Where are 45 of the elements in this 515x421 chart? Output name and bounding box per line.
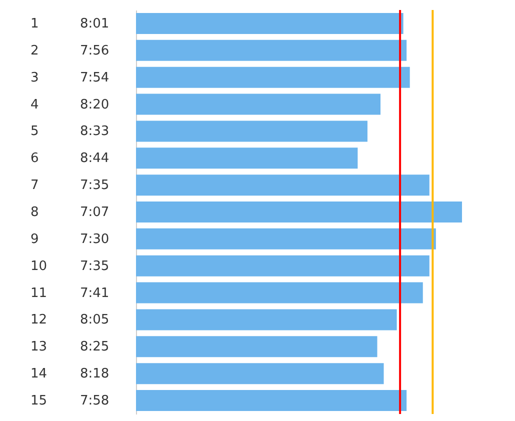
text: 8:01 <box>80 16 110 32</box>
text: 8:33 <box>80 124 110 140</box>
y-tick-label: 12 <box>30 312 48 328</box>
bar <box>136 363 384 384</box>
bar <box>136 390 407 412</box>
y-tick-label: 8 <box>30 205 39 220</box>
text: 8:25 <box>80 340 110 355</box>
y-tick-label: 15 <box>30 394 48 409</box>
y-tick-label: 1 <box>30 16 39 32</box>
y-tick-label: 10 <box>30 258 48 274</box>
y-tick-label: 14 <box>30 366 48 382</box>
text: 7:54 <box>80 70 110 86</box>
bar <box>136 255 430 276</box>
y-tick-label: 13 <box>30 340 48 355</box>
text: 7:30 <box>80 232 110 247</box>
bar <box>136 282 423 304</box>
bar <box>136 120 368 142</box>
y-tick-label: 11 <box>30 286 48 301</box>
text: 8:18 <box>80 366 110 382</box>
bar <box>136 336 378 358</box>
text: 7:35 <box>80 258 110 274</box>
bar <box>136 94 380 115</box>
text: 8:05 <box>80 312 110 328</box>
y-tick-label: 7 <box>30 178 39 194</box>
text: 8:20 <box>80 97 110 112</box>
y-tick-label: 9 <box>30 232 39 247</box>
text: 7:58 <box>80 394 110 409</box>
text: 7:56 <box>80 43 110 58</box>
y-tick-label: 3 <box>30 70 39 86</box>
text: 7:41 <box>80 286 110 301</box>
bar <box>136 309 397 330</box>
bar <box>136 148 358 169</box>
bar <box>136 66 410 88</box>
bar <box>136 40 407 61</box>
bar <box>136 228 436 250</box>
y-tick-label: 2 <box>30 43 39 58</box>
text: 8:44 <box>80 151 110 166</box>
text: 7:07 <box>80 205 110 220</box>
y-tick-label: 6 <box>30 151 39 166</box>
y-tick-label: 5 <box>30 124 39 140</box>
bar <box>136 12 404 34</box>
bar <box>136 174 430 196</box>
y-tick-label: 4 <box>30 97 39 112</box>
bar <box>136 202 462 222</box>
text: 7:35 <box>80 178 110 194</box>
